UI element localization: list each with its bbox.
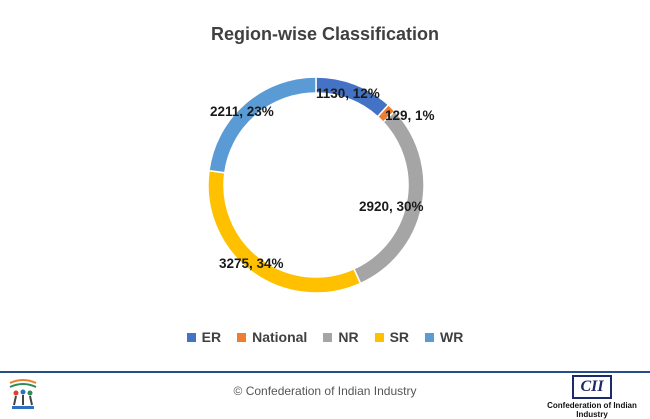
label-nr: 2920, 30%: [359, 199, 424, 214]
slice-sr: [207, 169, 362, 294]
legend-swatch-er: [186, 332, 196, 342]
label-er: 1130, 12%: [316, 86, 380, 101]
legend-swatch-sr: [374, 332, 384, 342]
legend-item-sr: SR: [374, 329, 410, 345]
slice-wr: [208, 76, 317, 174]
cii-logo-text: Confederation of Indian Industry: [547, 401, 637, 419]
legend-label: NR: [338, 329, 359, 345]
doughnut-chart: [207, 76, 425, 294]
chart-legend: ER National NR SR WR: [0, 329, 650, 345]
chart-title: Region-wise Classification: [210, 24, 440, 44]
legend-swatch-national: [237, 332, 247, 342]
cii-logo: CII Confederation of Indian Industry: [536, 375, 648, 419]
legend-item-national: National: [237, 329, 307, 345]
legend-item-nr: NR: [323, 329, 359, 345]
label-wr: 2211, 23%: [210, 104, 274, 119]
legend-label: ER: [201, 329, 222, 345]
legend-item-er: ER: [186, 329, 222, 345]
legend-label: National: [252, 329, 308, 345]
label-sr: 3275, 34%: [219, 256, 284, 271]
legend-label: WR: [440, 329, 464, 345]
legend-label: SR: [389, 329, 410, 345]
legend-item-wr: WR: [425, 329, 463, 345]
copyright-text: © Confederation of Indian Industry: [233, 384, 417, 398]
legend-swatch-wr: [425, 332, 435, 342]
cii-logo-mark: CII: [572, 375, 612, 399]
left-logo-icon: [9, 379, 37, 409]
legend-swatch-nr: [323, 332, 333, 342]
footer-divider: [0, 371, 650, 373]
label-national: 129, 1%: [385, 108, 435, 123]
slice-nr: [352, 110, 425, 285]
